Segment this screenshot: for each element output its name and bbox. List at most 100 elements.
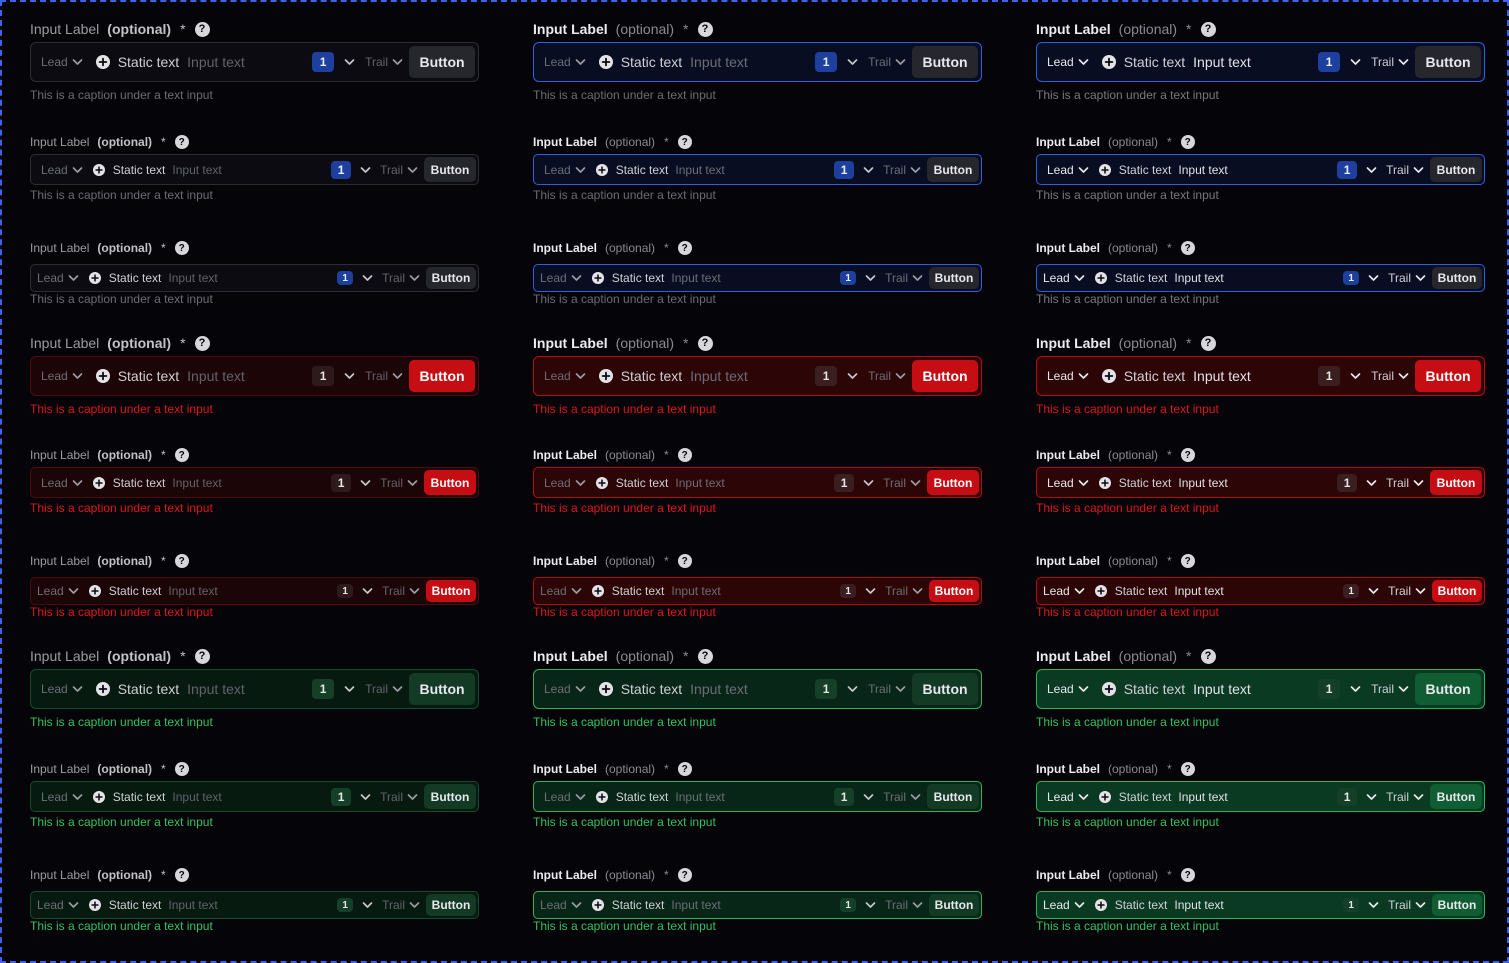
trail-dropdown[interactable]: Trail <box>1388 271 1426 285</box>
input-action-button[interactable]: Button <box>426 894 476 916</box>
add-circle-icon[interactable] <box>95 369 110 383</box>
chevron-down-icon[interactable] <box>362 901 373 909</box>
input-action-button[interactable]: Button <box>1432 580 1482 602</box>
input-box[interactable]: Lead Static text Input text 1 Trail Button <box>1036 891 1485 919</box>
input-box[interactable]: Lead Static text Input text 1 Trail Button <box>1036 669 1485 709</box>
input-action-button[interactable]: Button <box>1432 267 1482 289</box>
input-text[interactable]: Input text <box>1193 368 1251 384</box>
lead-dropdown[interactable]: Lead <box>1043 584 1085 598</box>
input-action-button[interactable]: Button <box>929 267 979 289</box>
help-icon[interactable]: ? <box>1180 241 1195 255</box>
input-action-button[interactable]: Button <box>424 784 476 809</box>
chevron-down-icon[interactable] <box>344 58 355 66</box>
trail-dropdown[interactable]: Trail <box>868 682 906 696</box>
input-box[interactable]: Lead Static text Input text 1 Trail Button <box>30 154 479 185</box>
input-action-button[interactable]: Button <box>1415 673 1481 705</box>
help-icon[interactable]: ? <box>174 135 189 149</box>
chevron-down-icon[interactable] <box>863 793 874 801</box>
input-action-button[interactable]: Button <box>1430 784 1482 809</box>
lead-dropdown[interactable]: Lead <box>544 476 586 490</box>
input-action-button[interactable]: Button <box>929 894 979 916</box>
add-circle-icon[interactable] <box>95 55 110 69</box>
input-box[interactable]: Lead Static text Input text 1 Trail Button <box>1036 577 1485 605</box>
input-text[interactable]: Input text <box>1178 789 1228 804</box>
input-box[interactable]: Lead Static text Input text 1 Trail Button <box>30 781 479 812</box>
input-text[interactable]: Input text <box>690 368 748 384</box>
lead-dropdown[interactable]: Lead <box>544 369 586 383</box>
help-icon[interactable]: ? <box>1200 21 1216 37</box>
input-box[interactable]: Lead Static text Input text 1 Trail Button <box>533 577 982 605</box>
input-text[interactable]: Input text <box>1174 271 1224 285</box>
trail-dropdown[interactable]: Trail <box>365 55 403 69</box>
input-text[interactable]: Input text <box>690 681 748 697</box>
chevron-down-icon[interactable] <box>1366 166 1377 174</box>
add-circle-icon[interactable] <box>595 476 608 489</box>
trail-dropdown[interactable]: Trail <box>868 55 906 69</box>
trail-dropdown[interactable]: Trail <box>1371 55 1409 69</box>
input-box[interactable]: Lead Static text Input text 1 Trail Button <box>30 577 479 605</box>
input-action-button[interactable]: Button <box>409 360 475 392</box>
add-circle-icon[interactable] <box>1101 369 1116 383</box>
lead-dropdown[interactable]: Lead <box>1047 369 1089 383</box>
input-text[interactable]: Input text <box>168 584 218 598</box>
trail-dropdown[interactable]: Trail <box>1386 476 1424 490</box>
chevron-down-icon[interactable] <box>865 274 876 282</box>
chevron-down-icon[interactable] <box>1350 685 1361 693</box>
input-text[interactable]: Input text <box>675 162 725 177</box>
chevron-down-icon[interactable] <box>863 479 874 487</box>
input-text[interactable]: Input text <box>675 789 725 804</box>
help-icon[interactable]: ? <box>677 554 692 568</box>
add-circle-icon[interactable] <box>591 585 604 597</box>
add-circle-icon[interactable] <box>88 585 101 597</box>
input-box[interactable]: Lead Static text Input text 1 Trail Button <box>533 264 982 292</box>
add-circle-icon[interactable] <box>598 682 613 696</box>
add-circle-icon[interactable] <box>92 476 105 489</box>
input-text[interactable]: Input text <box>168 898 218 912</box>
input-box[interactable]: Lead Static text Input text 1 Trail Button <box>533 891 982 919</box>
trail-dropdown[interactable]: Trail <box>868 369 906 383</box>
chevron-down-icon[interactable] <box>847 685 858 693</box>
input-action-button[interactable]: Button <box>426 267 476 289</box>
help-icon[interactable]: ? <box>194 335 210 351</box>
input-box[interactable]: Lead Static text Input text 1 Trail Button <box>1036 467 1485 498</box>
input-action-button[interactable]: Button <box>1415 360 1481 392</box>
lead-dropdown[interactable]: Lead <box>41 369 83 383</box>
input-text[interactable]: Input text <box>1174 584 1224 598</box>
help-icon[interactable]: ? <box>677 868 692 882</box>
lead-dropdown[interactable]: Lead <box>41 476 83 490</box>
lead-dropdown[interactable]: Lead <box>1043 898 1085 912</box>
help-icon[interactable]: ? <box>194 21 210 37</box>
lead-dropdown[interactable]: Lead <box>1047 476 1089 490</box>
help-icon[interactable]: ? <box>1200 648 1216 664</box>
input-text[interactable]: Input text <box>172 475 222 490</box>
help-icon[interactable]: ? <box>174 554 189 568</box>
input-text[interactable]: Input text <box>671 898 721 912</box>
input-action-button[interactable]: Button <box>927 784 979 809</box>
input-text[interactable]: Input text <box>671 271 721 285</box>
trail-dropdown[interactable]: Trail <box>885 898 923 912</box>
input-text[interactable]: Input text <box>1193 681 1251 697</box>
add-circle-icon[interactable] <box>88 272 101 284</box>
input-action-button[interactable]: Button <box>927 470 979 495</box>
chevron-down-icon[interactable] <box>863 166 874 174</box>
input-box[interactable]: Lead Static text Input text 1 Trail Button <box>30 669 479 709</box>
help-icon[interactable]: ? <box>677 762 692 776</box>
input-text[interactable]: Input text <box>168 271 218 285</box>
input-text[interactable]: Input text <box>671 584 721 598</box>
trail-dropdown[interactable]: Trail <box>1386 790 1424 804</box>
lead-dropdown[interactable]: Lead <box>540 271 582 285</box>
input-text[interactable]: Input text <box>1178 475 1228 490</box>
input-action-button[interactable]: Button <box>409 673 475 705</box>
chevron-down-icon[interactable] <box>1350 58 1361 66</box>
chevron-down-icon[interactable] <box>1366 479 1377 487</box>
help-icon[interactable]: ? <box>677 448 692 462</box>
input-action-button[interactable]: Button <box>1415 46 1481 78</box>
input-box[interactable]: Lead Static text Input text 1 Trail Button <box>1036 264 1485 292</box>
input-text[interactable]: Input text <box>172 789 222 804</box>
add-circle-icon[interactable] <box>1101 55 1116 69</box>
chevron-down-icon[interactable] <box>1366 793 1377 801</box>
input-box[interactable]: Lead Static text Input text 1 Trail Button <box>30 264 479 292</box>
help-icon[interactable]: ? <box>1180 868 1195 882</box>
lead-dropdown[interactable]: Lead <box>1043 271 1085 285</box>
input-box[interactable]: Lead Static text Input text 1 Trail Button <box>1036 781 1485 812</box>
